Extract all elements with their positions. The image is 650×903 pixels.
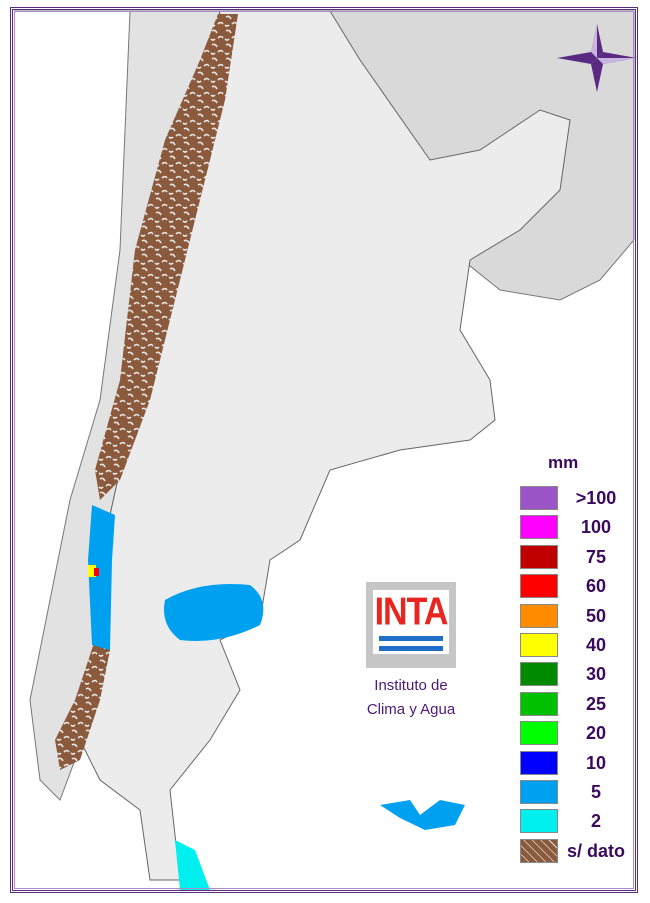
legend-item: 75 [520,544,640,571]
map-frame-inner [14,11,634,889]
legend-item: 40 [520,633,640,659]
institute-line2: Clima y Agua [366,701,456,718]
legend-item: 20 [520,721,640,747]
legend-swatch [520,515,558,540]
legend-swatch [520,750,558,775]
legend-swatch [520,838,558,863]
precip-area-2mm [175,840,210,890]
no-data-region-south [55,640,110,770]
precip-cell-60 [94,568,99,576]
legend-swatch [520,486,558,510]
legend-unit: mm [548,453,579,472]
legend-label: 2 [590,811,601,832]
legend-label: s/ dato [566,840,625,861]
legend-label: >100 [575,488,617,508]
legend-label: 75 [585,546,607,567]
precip-area-west [88,505,115,650]
legend-swatch [520,721,558,746]
legend-label: 25 [585,693,607,714]
precip-area-5mm [164,584,264,641]
no-data-region [95,14,238,500]
legend-label: 10 [585,752,607,773]
legend-item: 10 [520,750,640,777]
institute-line1: Instituto de [374,677,448,694]
legend-item: s/ dato [520,838,640,865]
legend-item: 5 [520,780,640,806]
malvinas-islands [380,800,465,830]
inta-logo: INTA [366,582,456,668]
legend-label: 40 [585,635,607,655]
legend-item: 60 [520,574,640,600]
legend-swatch [520,662,558,687]
legend-label: 50 [585,605,607,626]
legend-swatch [520,809,558,834]
legend-item: 30 [520,662,640,688]
map-frame [10,7,638,893]
legend-item: 2 [520,809,640,835]
legend-item: >100 [520,486,640,512]
logo-acronym: INTA [374,590,449,634]
legend-label: 60 [585,576,607,597]
legend-label: 30 [585,664,607,685]
legend-swatch [520,544,558,569]
legend-swatch [520,574,558,599]
legend-label: 5 [590,782,601,802]
precip-cell-high [88,565,96,577]
legend-label: 100 [580,517,612,538]
legend-item: 50 [520,603,640,630]
legend-swatch [520,633,558,657]
legend-swatch [520,603,558,628]
legend-swatch [520,691,558,716]
legend-item: 25 [520,691,640,718]
legend-item: 100 [520,515,640,541]
legend-label: 20 [585,723,607,744]
compass-rose-icon [557,24,637,92]
legend-swatch [520,780,558,804]
